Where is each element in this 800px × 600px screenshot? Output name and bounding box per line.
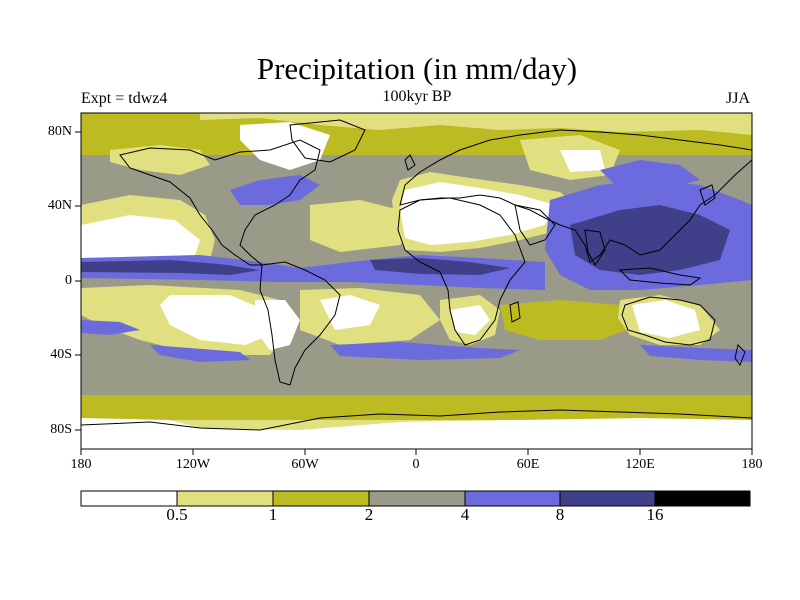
colorbar-label-2: 2 [364, 505, 374, 524]
y-tick-label-0: 0 [65, 273, 72, 288]
colorbar-box-7 [655, 491, 750, 506]
x-tick-label-0: 0 [412, 457, 420, 472]
period-label: 100kyr BP [382, 88, 452, 105]
colorbar-label-4: 4 [460, 505, 470, 524]
experiment-label: Expt = tdwz4 [81, 90, 168, 107]
colorbar-box-3 [273, 491, 369, 506]
colorbar-box-6 [560, 491, 655, 506]
precipitation-field [81, 113, 752, 449]
colorbar-box-2 [177, 491, 273, 506]
colorbar-label-8: 8 [555, 505, 565, 524]
colorbar-box-1 [81, 491, 177, 506]
colorbar-label-1: 1 [268, 505, 278, 524]
x-tick-label-120e: 120E [625, 457, 655, 472]
x-tick-label-60w: 60W [291, 457, 319, 472]
x-tick-label-180e: 180 [741, 457, 763, 472]
x-tick-label-60e: 60E [516, 457, 540, 472]
x-tick-label-180w: 180 [70, 457, 92, 472]
x-tick-label-120w: 120W [175, 457, 211, 472]
y-tick-label-40s: 40S [50, 347, 72, 362]
colorbar-label-0-5: 0.5 [166, 505, 188, 524]
page-title: Precipitation (in mm/day) [256, 51, 578, 86]
tick-marks [75, 131, 753, 455]
y-tick-label-80n: 80N [47, 124, 72, 139]
colorbar-box-4 [369, 491, 465, 506]
colorbar [80, 490, 751, 507]
coastlines [81, 119, 752, 431]
y-tick-label-80s: 80S [50, 422, 72, 437]
y-tick-label-40n: 40N [47, 198, 72, 213]
season-label: JJA [726, 90, 751, 107]
colorbar-box-5 [465, 491, 560, 506]
colorbar-label-16: 16 [646, 505, 664, 524]
